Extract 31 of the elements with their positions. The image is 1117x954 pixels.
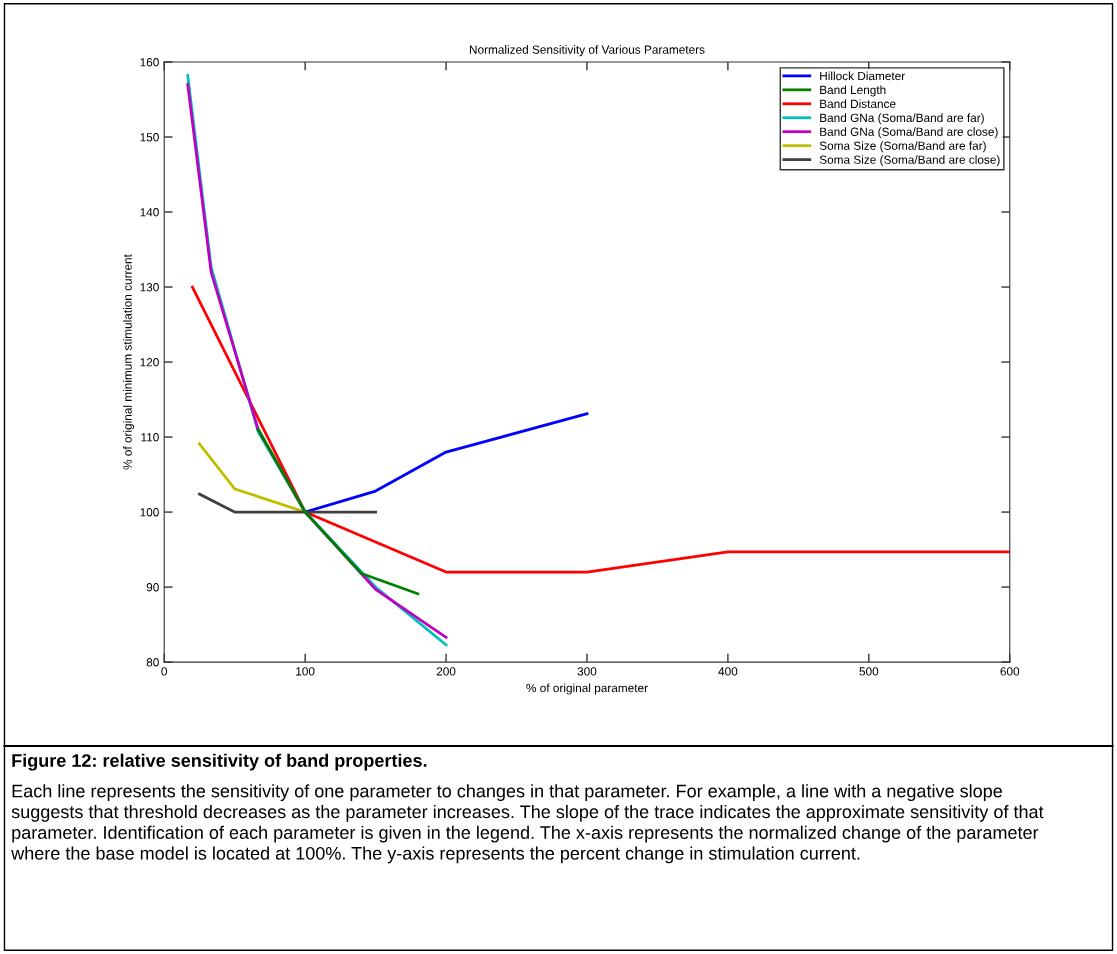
x-tick-label: 0: [161, 667, 168, 676]
text: Each line represents the sensitivity of one parameter to changes in that parameter. For example, a line with a negative slope suggests that threshold decreases as the parameter increases. The slope of the trace indicates the approximate sensitivity of that parameter. Identification of each parameter is given in the legend. The x-axis represents the normalized change of the parameter where the base model is located at 100%. The y-axis represents the percent change in stimulation current.: [11, 784, 1044, 864]
legend-label: Band GNa (Soma/Band are close): [820, 127, 998, 139]
chart-title: Normalized Sensitivity of Various Parameters: [469, 45, 705, 57]
caption: Figure 12: relative sensitivity of band properties.: [12, 753, 427, 771]
legend-label: Band GNa (Soma/Band are far): [820, 113, 984, 125]
y-tick-label: 150: [140, 133, 159, 142]
legend-label: Band Distance: [820, 99, 896, 109]
legend-label: Hillock Diameter: [820, 71, 905, 81]
y-tick-label: 100: [140, 508, 159, 517]
y-tick-label: 160: [140, 58, 159, 67]
line-series: [256, 428, 420, 596]
line-series: [190, 285, 1010, 574]
x-tick-label: 200: [436, 667, 456, 676]
y-tick-label: 120: [140, 358, 159, 367]
y-axis-title: % of original minimum stimulation current: [123, 254, 135, 470]
legend-label: Band Length: [820, 85, 886, 97]
y-tick-label: 110: [141, 433, 159, 442]
x-tick-label: 600: [1000, 667, 1020, 676]
legend-label: Soma Size (Soma/Band are far): [819, 141, 986, 153]
y-tick-label: 140: [140, 208, 159, 217]
y-tick-label: 80: [146, 658, 159, 667]
x-tick-label: 100: [296, 667, 315, 676]
x-axis-title: % of original parameter: [526, 683, 648, 695]
line-series: [303, 412, 589, 514]
y-tick-label: 90: [146, 583, 159, 592]
legend-label: Soma Size (Soma/Band are close): [819, 155, 1000, 167]
x-tick-label: 400: [718, 667, 738, 676]
y-tick-label: 130: [140, 283, 159, 292]
x-tick-label: 300: [577, 667, 597, 676]
x-tick-label: 500: [859, 667, 879, 676]
